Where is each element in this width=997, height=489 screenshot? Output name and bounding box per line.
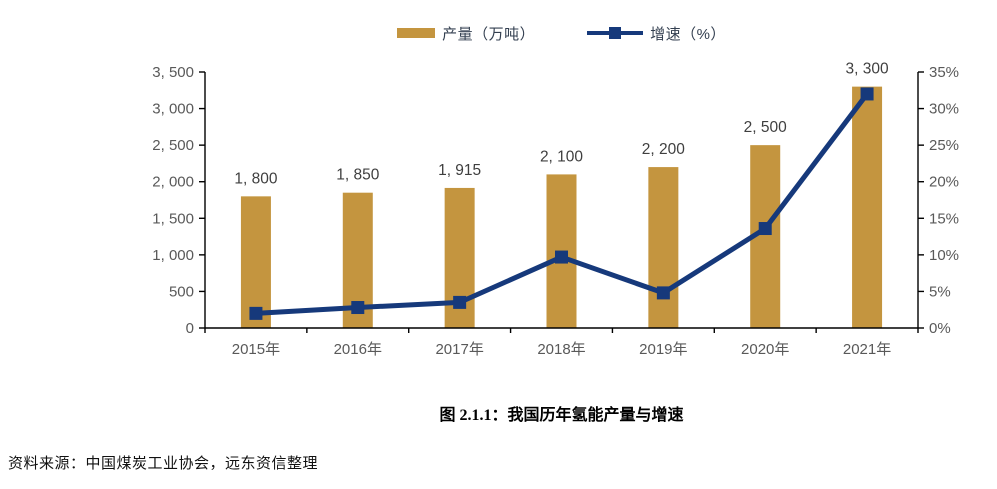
data-source-note: 资料来源：中国煤炭工业协会，远东资信整理: [8, 456, 319, 472]
x-axis-label-2018年: 2018年: [537, 341, 585, 358]
right-axis-label: 25%: [929, 137, 959, 154]
right-axis-label: 10%: [929, 247, 959, 264]
bar-value-label-2021年: 3, 300: [846, 61, 889, 78]
left-axis-label: 1, 500: [152, 210, 194, 227]
growth-marker-2017年: [453, 295, 467, 309]
growth-line-swatch-icon: [587, 26, 644, 40]
bar-value-label-2019年: 2, 200: [642, 141, 685, 158]
production-bar-swatch-icon: [397, 28, 436, 38]
legend-item-growth: 增速（%）: [587, 23, 726, 44]
bar-value-label-2020年: 2, 500: [744, 119, 787, 136]
growth-marker-2016年: [351, 301, 365, 315]
bar-2021年: [852, 86, 883, 328]
right-axis-label: 5%: [929, 283, 951, 300]
figure-caption: 图 2.1.1：我国历年氢能产量与增速: [439, 407, 684, 424]
left-axis-label: 2, 500: [152, 137, 194, 154]
left-axis-label: 0: [186, 320, 194, 337]
x-axis-label-2015年: 2015年: [232, 341, 280, 358]
x-axis-label-2020年: 2020年: [741, 341, 789, 358]
chart-legend: 产量（万吨） 增速（%）: [205, 20, 918, 46]
legend-production-label: 产量（万吨）: [442, 25, 536, 43]
right-axis-label: 20%: [929, 174, 959, 191]
growth-marker-2020年: [758, 222, 772, 236]
left-axis-label: 500: [169, 283, 194, 300]
bar-2015年: [240, 196, 271, 328]
bar-value-label-2018年: 2, 100: [540, 148, 583, 165]
legend-item-production: 产量（万吨）: [397, 23, 535, 44]
x-axis-label-2021年: 2021年: [843, 341, 891, 358]
bar-value-label-2016年: 1, 850: [336, 167, 379, 184]
left-axis-label: 2, 000: [152, 174, 194, 191]
right-axis-label: 15%: [929, 210, 959, 227]
left-axis-label: 1, 000: [152, 247, 194, 264]
bar-2019年: [648, 167, 679, 328]
bar-value-label-2015年: 1, 800: [234, 170, 277, 187]
production-growth-combo-chart: 1, 800 1, 850 1, 915 2, 100 2, 200 2, 500 3, 3…: [152, 61, 959, 358]
growth-marker-2021年: [860, 87, 874, 101]
growth-marker-2015年: [249, 306, 263, 320]
x-axis-label-2017年: 2017年: [435, 341, 483, 358]
legend-marker-square: [609, 27, 622, 39]
bar-value-label-2017年: 1, 915: [438, 162, 481, 179]
right-axis-label: 35%: [929, 64, 959, 81]
right-axis-label: 0%: [929, 320, 951, 337]
left-axis-label: 3, 000: [152, 101, 194, 118]
left-axis-label: 3, 500: [152, 64, 194, 81]
x-axis-label-2016年: 2016年: [334, 341, 382, 358]
right-axis-label: 30%: [929, 101, 959, 118]
growth-marker-2018年: [555, 250, 568, 264]
growth-marker-2019年: [656, 286, 670, 300]
x-axis-label-2019年: 2019年: [639, 341, 687, 358]
legend-growth-label: 增速（%）: [650, 25, 726, 43]
